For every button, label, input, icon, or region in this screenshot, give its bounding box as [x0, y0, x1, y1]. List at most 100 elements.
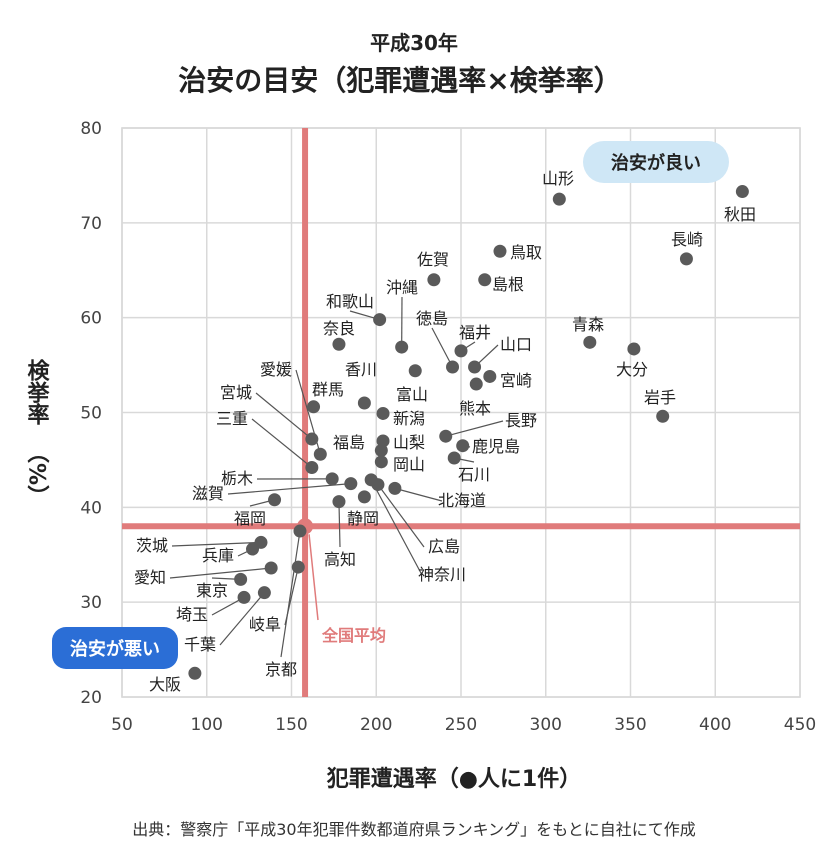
data-point — [408, 364, 422, 378]
data-point — [679, 252, 693, 266]
point-label: 鹿児島 — [472, 437, 520, 456]
y-tick-label: 80 — [80, 119, 102, 139]
point-label: 長崎 — [671, 230, 703, 249]
data-point — [395, 340, 409, 354]
point-label: 島根 — [492, 275, 524, 294]
point-label: 和歌山 — [326, 292, 374, 311]
leader-line — [445, 420, 504, 437]
data-point — [373, 313, 387, 327]
average-label: 全国平均 — [321, 626, 386, 645]
y-tick-label: 60 — [80, 309, 102, 329]
point-label: 香川 — [345, 360, 377, 379]
data-point — [257, 586, 271, 600]
data-points — [188, 185, 749, 680]
data-point — [313, 447, 327, 461]
point-label: 青森 — [572, 315, 604, 334]
data-point — [439, 429, 453, 443]
x-axis-label: 犯罪遭遇率（●人に1件） — [326, 766, 582, 792]
point-label: 山形 — [542, 169, 574, 188]
leader-line — [227, 483, 351, 495]
data-point — [447, 451, 461, 465]
point-label: 岐阜 — [249, 615, 281, 634]
leader-line — [169, 567, 272, 579]
data-point — [656, 409, 670, 423]
data-point — [374, 443, 388, 457]
data-point — [264, 561, 278, 575]
point-label: 岩手 — [644, 388, 676, 407]
point-label: 京都 — [265, 660, 297, 679]
point-label: 滋賀 — [192, 484, 224, 503]
data-point — [344, 477, 358, 491]
point-label: 愛媛 — [260, 360, 292, 379]
chart-subtitle: 治安の目安（犯罪遭遇率×検挙率） — [178, 64, 621, 97]
point-label: 東京 — [196, 581, 228, 600]
point-label: 埼玉 — [176, 605, 208, 624]
y-tick-label: 50 — [80, 404, 102, 424]
point-label: 新潟 — [393, 409, 425, 428]
data-point — [293, 524, 307, 538]
data-point — [552, 192, 566, 206]
x-tick-label: 50 — [111, 715, 133, 735]
point-label: 熊本 — [459, 399, 491, 418]
data-point — [469, 377, 483, 391]
point-label: 徳島 — [416, 309, 448, 328]
data-point — [325, 472, 339, 486]
data-point — [305, 432, 319, 446]
data-point — [735, 185, 749, 199]
x-tick-label: 150 — [275, 715, 307, 735]
data-point — [307, 400, 321, 414]
grid-lines — [121, 127, 801, 698]
data-point — [246, 542, 260, 556]
data-point — [468, 360, 482, 374]
source-note: 出典：警察庁「平成30年犯罪件数都道府県ランキング」をもとに自社にて作成 — [132, 820, 696, 839]
x-axis-ticks: 50 100 150 200 250 300 350 400 450 — [111, 715, 816, 735]
leader-line — [370, 479, 423, 576]
x-tick-label: 200 — [360, 715, 392, 735]
data-point — [427, 273, 441, 287]
data-point — [357, 490, 371, 504]
data-point — [454, 344, 468, 358]
data-point — [332, 337, 346, 351]
data-point — [627, 342, 641, 356]
y-tick-label: 40 — [80, 498, 102, 518]
point-label: 北海道 — [438, 491, 486, 510]
point-label: 長野 — [505, 411, 537, 430]
point-label: 兵庫 — [202, 546, 234, 565]
x-tick-label: 300 — [530, 715, 562, 735]
y-axis-ticks: 20 30 40 50 60 70 80 — [80, 119, 102, 708]
point-label: 三重 — [216, 409, 248, 428]
leader-line — [280, 530, 301, 658]
point-label: 群馬 — [312, 380, 344, 399]
chart-title: 平成30年 — [370, 31, 458, 55]
data-point — [583, 335, 597, 349]
data-point — [188, 666, 202, 680]
point-label: 山梨 — [393, 433, 425, 452]
x-tick-label: 350 — [614, 715, 646, 735]
data-point — [234, 572, 248, 586]
point-label: 愛知 — [134, 568, 166, 587]
point-label: 奈良 — [323, 319, 355, 338]
bad-annotation-label: 治安が悪い — [70, 638, 160, 660]
point-label: 宮崎 — [500, 371, 532, 390]
data-point — [268, 493, 282, 507]
leader-line — [377, 484, 425, 548]
leader-line — [255, 392, 313, 440]
data-point — [483, 369, 497, 383]
point-label: 山口 — [500, 335, 532, 354]
data-point — [376, 406, 390, 420]
x-tick-label: 450 — [784, 715, 816, 735]
point-label: 岡山 — [393, 455, 425, 474]
leader-line — [171, 541, 262, 547]
point-label: 福井 — [459, 323, 491, 342]
point-label: 千葉 — [184, 635, 216, 654]
good-annotation: 治安が良い — [583, 141, 729, 183]
data-point — [364, 473, 378, 487]
point-label: 大阪 — [149, 675, 181, 694]
point-label: 石川 — [458, 465, 490, 484]
leader-line — [251, 418, 313, 468]
y-tick-label: 20 — [80, 688, 102, 708]
point-label: 栃木 — [221, 469, 253, 488]
leader-line — [431, 327, 454, 368]
